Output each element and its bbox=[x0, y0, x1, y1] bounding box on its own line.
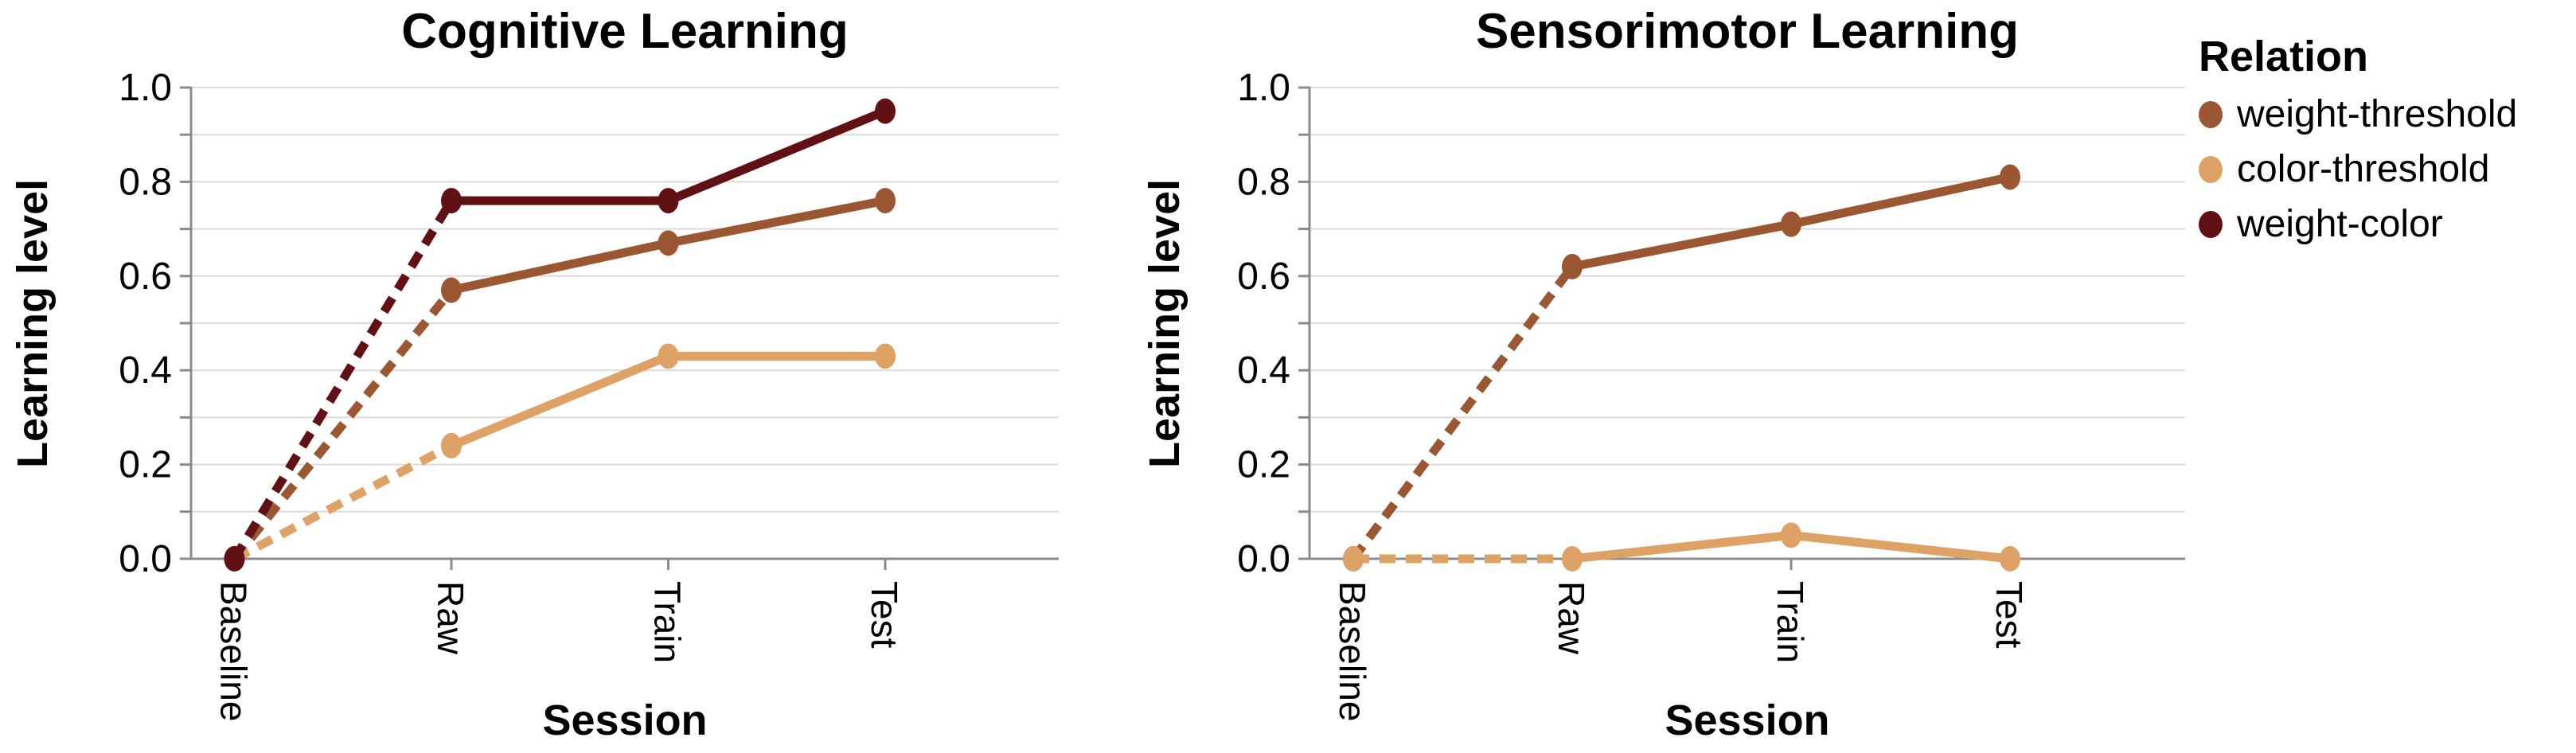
x-axis-title-sensorimotor: Session bbox=[1665, 696, 1830, 744]
legend-swatch-color-threshold-icon bbox=[2199, 155, 2223, 183]
x-tick-label: Raw bbox=[430, 581, 471, 655]
series-line-dashed-weight-color bbox=[230, 198, 455, 561]
legend-item-weight-threshold: weight-threshold bbox=[2199, 92, 2576, 136]
y-tick-label: 1.0 bbox=[119, 67, 172, 109]
y-tick-label: 1.0 bbox=[1237, 67, 1290, 109]
y-tick-label: 0.8 bbox=[119, 161, 172, 203]
chart-title-cognitive: Cognitive Learning bbox=[401, 4, 849, 59]
data-point-marker-weight-threshold bbox=[1562, 253, 1583, 279]
x-tick-label: Train bbox=[647, 581, 689, 663]
data-point-marker-weight-color bbox=[658, 188, 679, 214]
data-point-marker-weight-threshold bbox=[1781, 211, 1801, 237]
data-point-marker-weight-color bbox=[875, 98, 896, 124]
legend-label-color-threshold: color-threshold bbox=[2237, 148, 2490, 190]
data-point-marker-weight-threshold bbox=[441, 277, 462, 303]
data-point-marker-color-threshold bbox=[875, 343, 896, 369]
data-point-marker-color-threshold bbox=[1343, 546, 1364, 572]
data-point-marker-weight-threshold bbox=[658, 230, 679, 256]
y-tick-label: 0.0 bbox=[1237, 538, 1290, 580]
x-tick-label: Baseline bbox=[1332, 581, 1373, 721]
data-point-marker-color-threshold bbox=[1562, 546, 1583, 572]
y-axis-title-sensorimotor: Learning level bbox=[1141, 178, 1188, 468]
legend-label-weight-color: weight-color bbox=[2237, 203, 2443, 245]
data-point-marker-weight-color bbox=[441, 188, 462, 214]
legend-swatch-weight-threshold-icon bbox=[2199, 100, 2223, 128]
y-tick-label: 0.2 bbox=[1237, 444, 1290, 486]
data-point-marker-color-threshold bbox=[441, 432, 462, 458]
series-line-dashed-weight-threshold bbox=[231, 287, 455, 562]
data-point-marker-weight-threshold bbox=[2000, 164, 2020, 190]
legend: Relation weight-threshold color-threshol… bbox=[2199, 32, 2576, 246]
x-tick-label: Train bbox=[1770, 581, 1811, 663]
legend-title: Relation bbox=[2199, 33, 2369, 80]
y-tick-label: 0.4 bbox=[119, 349, 172, 392]
panel-sensorimotor-learning: 0.0 0.2 0.4 0.6 0.8 1.0 Baseline Raw Train Test bbox=[1237, 67, 2185, 721]
legend-item-color-threshold: color-threshold bbox=[2199, 147, 2576, 191]
series-line-solid-weight-color bbox=[451, 107, 888, 205]
data-point-marker-weight-threshold bbox=[875, 188, 896, 214]
x-tick-label: Test bbox=[864, 581, 905, 649]
x-tick-label: Test bbox=[1989, 581, 2030, 649]
legend-swatch-weight-color-icon bbox=[2199, 210, 2223, 238]
y-tick-label: 0.8 bbox=[1237, 161, 1290, 203]
y-tick-label: 0.2 bbox=[119, 444, 172, 486]
series-line-dashed-color-threshold bbox=[232, 442, 454, 563]
legend-label-weight-threshold: weight-threshold bbox=[2237, 93, 2518, 135]
y-tick-label: 0.0 bbox=[119, 538, 172, 580]
series-line-dashed-weight-threshold bbox=[1349, 263, 1576, 562]
y-axis-title-cognitive: Learning level bbox=[9, 178, 57, 468]
x-tick-label: Raw bbox=[1551, 581, 1592, 655]
data-point-marker-color-threshold bbox=[1781, 522, 1801, 548]
chart-title-sensorimotor: Sensorimotor Learning bbox=[1475, 4, 2020, 59]
data-point-marker-color-threshold bbox=[658, 343, 679, 369]
y-tick-label: 0.6 bbox=[1237, 256, 1290, 298]
data-point-marker-weight-color bbox=[224, 546, 245, 572]
panel-cognitive-learning: 0.0 0.2 0.4 0.6 0.8 1.0 Baseline Raw Train Test bbox=[119, 67, 1059, 721]
legend-item-weight-color: weight-color bbox=[2199, 202, 2576, 246]
y-tick-label: 0.6 bbox=[119, 256, 172, 298]
x-axis-title-cognitive: Session bbox=[542, 696, 708, 744]
y-tick-label: 0.4 bbox=[1237, 349, 1290, 392]
data-point-marker-color-threshold bbox=[2000, 546, 2020, 572]
x-tick-label: Baseline bbox=[213, 581, 255, 721]
